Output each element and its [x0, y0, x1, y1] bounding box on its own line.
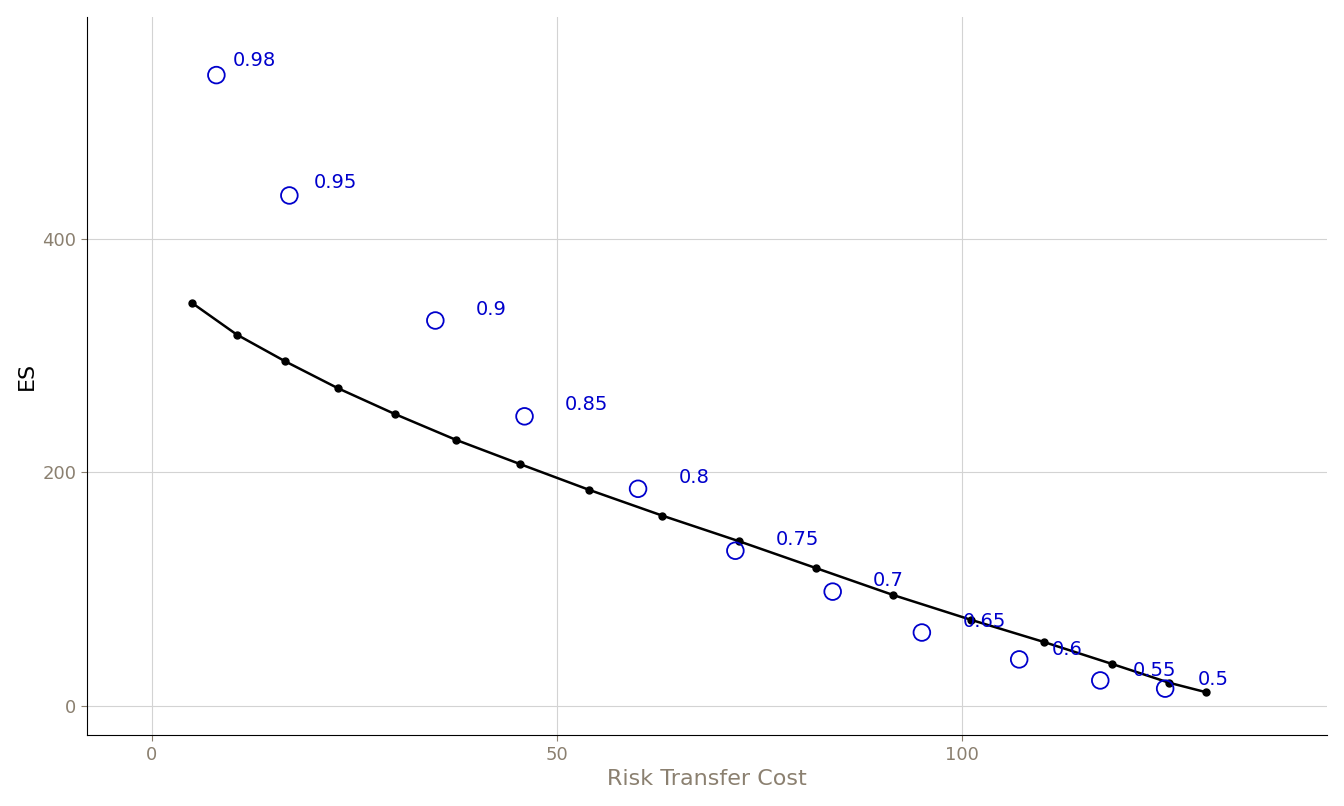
Point [911, 626, 933, 639]
Y-axis label: ES: ES [16, 362, 36, 390]
Text: 0.9: 0.9 [476, 300, 507, 318]
Point [883, 588, 905, 601]
Text: 0.75: 0.75 [775, 530, 820, 549]
Point [206, 69, 227, 81]
Point [445, 434, 466, 447]
Point [425, 314, 446, 327]
Point [1154, 682, 1176, 695]
Text: 0.7: 0.7 [874, 571, 905, 590]
Point [1195, 686, 1216, 699]
Point [1159, 676, 1180, 689]
Point [805, 562, 827, 575]
Point [328, 382, 349, 395]
Point [278, 189, 300, 202]
Point [226, 328, 247, 341]
Text: 0.85: 0.85 [564, 396, 609, 414]
Text: 0.8: 0.8 [679, 468, 710, 487]
Point [384, 408, 406, 421]
Text: 0.6: 0.6 [1051, 640, 1082, 659]
Point [579, 484, 601, 496]
Point [652, 509, 673, 522]
Text: 0.98: 0.98 [233, 51, 276, 70]
Point [509, 458, 531, 471]
Text: 0.55: 0.55 [1133, 661, 1176, 679]
Point [728, 535, 750, 548]
Text: 0.65: 0.65 [962, 612, 1005, 630]
Point [628, 482, 649, 495]
Text: 0.5: 0.5 [1198, 670, 1228, 689]
Point [823, 585, 844, 598]
X-axis label: Risk Transfer Cost: Risk Transfer Cost [607, 770, 806, 789]
Point [1008, 653, 1030, 666]
Point [181, 297, 203, 310]
Text: 0.95: 0.95 [313, 173, 358, 193]
Point [1102, 658, 1124, 671]
Point [1032, 635, 1054, 648]
Point [1090, 674, 1111, 687]
Point [274, 355, 296, 368]
Point [724, 544, 746, 557]
Point [960, 613, 981, 626]
Point [513, 410, 535, 423]
